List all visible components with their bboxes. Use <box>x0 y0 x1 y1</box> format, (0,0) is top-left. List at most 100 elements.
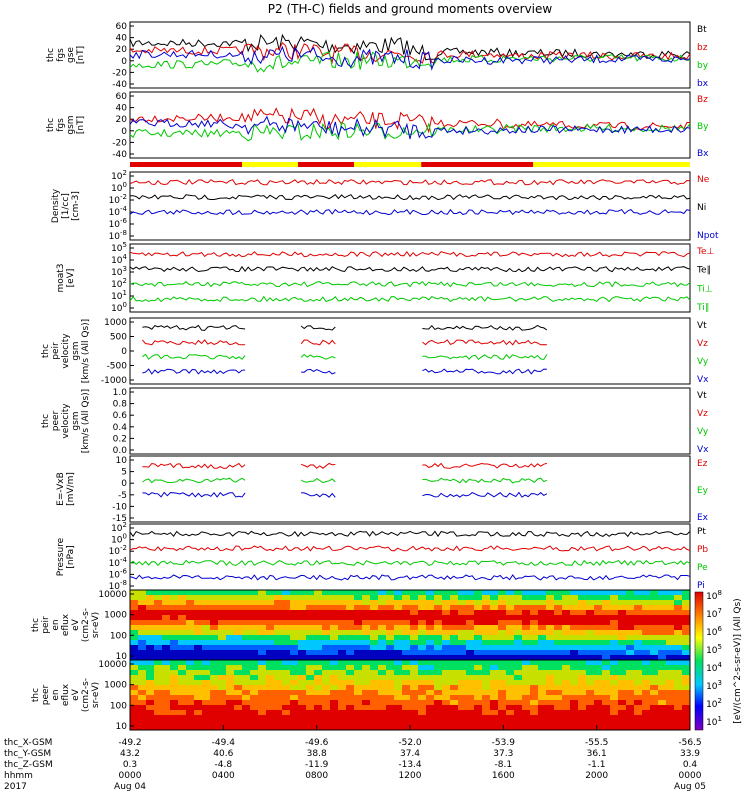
spectrogram-cell <box>442 655 451 661</box>
spectrogram-cell <box>234 625 243 631</box>
spectrogram-cell <box>530 720 539 726</box>
panel-frame <box>129 91 691 159</box>
spectrogram-cell <box>450 650 459 656</box>
spectrogram-cell <box>562 660 571 666</box>
spectrogram-cell <box>218 660 227 666</box>
spectrogram-cell <box>490 710 499 716</box>
spectrogram-cell <box>170 630 179 636</box>
spectrogram-cell <box>514 675 523 681</box>
spectrogram-cell <box>258 670 267 676</box>
spectrogram-cell <box>322 655 331 661</box>
spectrogram-cell <box>226 715 235 721</box>
spectrogram-cell <box>370 620 379 626</box>
spectrogram-cell <box>474 620 483 626</box>
spectrogram-cell <box>146 675 155 681</box>
spectrogram-cell <box>634 600 643 606</box>
spectrogram-cell <box>586 675 595 681</box>
spectrogram-cell <box>602 625 611 631</box>
spectrogram-cell <box>306 680 315 686</box>
spectrogram-cell <box>586 595 595 601</box>
spectrogram-cell <box>434 725 443 731</box>
x-tick-label: Aug 04 <box>114 782 146 792</box>
spectrogram-cell <box>194 640 203 646</box>
spectrogram-cell <box>562 620 571 626</box>
spectrogram-cell <box>402 680 411 686</box>
spectrogram-cell <box>386 645 395 651</box>
y-axis-label: thc <box>41 344 51 358</box>
spectrogram-cell <box>602 655 611 661</box>
spectrogram-cell <box>378 590 387 596</box>
spectrogram-cell <box>274 600 283 606</box>
spectrogram-cell <box>594 595 603 601</box>
spectrogram-cell <box>634 720 643 726</box>
spectrogram-cell <box>298 660 307 666</box>
spectrogram-cell <box>642 675 651 681</box>
x-tick-label: -49.2 <box>118 738 141 748</box>
spectrogram-cell <box>458 685 467 691</box>
spectrogram-cell <box>202 645 211 651</box>
spectrogram-cell <box>282 600 291 606</box>
spectrogram-cell <box>602 700 611 706</box>
spectrogram-cell <box>514 615 523 621</box>
spectrogram-cell <box>570 650 579 656</box>
spectrogram-cell <box>554 590 563 596</box>
spectrogram-cell <box>162 705 171 711</box>
spectrogram-cell <box>442 700 451 706</box>
spectrogram-cell <box>210 695 219 701</box>
spectrogram-cell <box>586 660 595 666</box>
spectrogram-cell <box>330 625 339 631</box>
spectrogram-cell <box>674 710 683 716</box>
spectrogram-cell <box>130 725 139 731</box>
spectrogram-cell <box>218 675 227 681</box>
spectrogram-cell <box>578 670 587 676</box>
spectrogram-cell <box>234 630 243 636</box>
spectrogram-cell <box>250 645 259 651</box>
spectrogram-cell <box>178 705 187 711</box>
spectrogram-cell <box>650 615 659 621</box>
spectrogram-cell <box>290 725 299 731</box>
spectrogram-cell <box>650 670 659 676</box>
spectrogram-cell <box>146 605 155 611</box>
spectrogram-cell <box>186 675 195 681</box>
spectrogram-cell <box>434 700 443 706</box>
spectrogram-cell <box>570 695 579 701</box>
spectrogram-cell <box>354 720 363 726</box>
spectrogram-cell <box>650 625 659 631</box>
spectrogram-cell <box>418 630 427 636</box>
spectrogram-cell <box>522 590 531 596</box>
series-line <box>142 462 548 469</box>
spectrogram-cell <box>538 685 547 691</box>
spectrogram-cell <box>226 630 235 636</box>
spectrogram-cell <box>362 700 371 706</box>
spectrogram-cell <box>674 615 683 621</box>
spectrogram-cell <box>234 715 243 721</box>
spectrogram-cell <box>130 720 139 726</box>
spectrogram-cell <box>138 675 147 681</box>
spectrogram-cell <box>474 680 483 686</box>
spectrogram-cell <box>418 690 427 696</box>
spectrogram-cell <box>282 705 291 711</box>
spectrogram-cell <box>282 645 291 651</box>
spectrogram-cell <box>346 685 355 691</box>
spectrogram-cell <box>522 725 531 731</box>
spectrogram-cell <box>330 630 339 636</box>
series-line <box>129 250 691 258</box>
y-tick-label: 1000 <box>104 681 127 691</box>
spectrogram-cell <box>538 700 547 706</box>
spectrogram-cell <box>642 685 651 691</box>
spectrogram-cell <box>482 630 491 636</box>
spectrogram-cell <box>186 635 195 641</box>
spectrogram-cell <box>410 690 419 696</box>
y-tick-label: -5 <box>118 491 127 501</box>
spectrogram-cell <box>610 660 619 666</box>
spectrogram-cell <box>586 620 595 626</box>
spectrogram-cell <box>578 615 587 621</box>
spectrogram-cell <box>594 640 603 646</box>
spectrogram-cell <box>530 640 539 646</box>
spectrogram-cell <box>338 625 347 631</box>
spectrogram-cell <box>202 685 211 691</box>
spectrogram-cell <box>642 615 651 621</box>
spectrogram-cell <box>386 655 395 661</box>
spectrogram-cell <box>290 595 299 601</box>
spectrogram-cell <box>466 675 475 681</box>
